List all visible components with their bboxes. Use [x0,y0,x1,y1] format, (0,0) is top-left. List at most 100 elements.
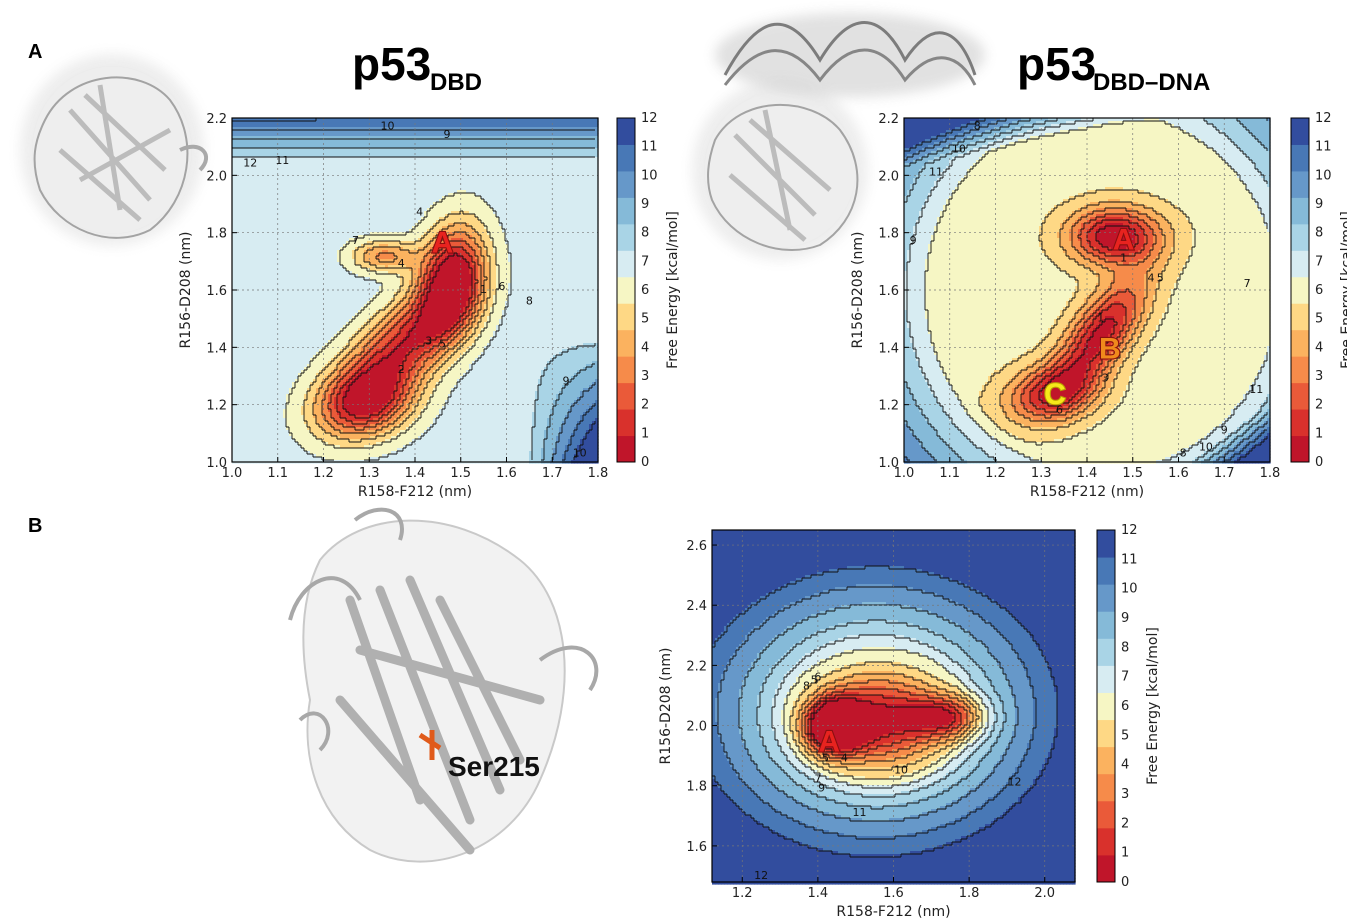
protein-structure-ser215: Ser215 [288,507,599,863]
contour-label: 5 [439,337,446,350]
state-label: C [1044,378,1066,411]
contour-label: 7 [814,773,821,786]
y-tick-label: 1.8 [878,227,899,242]
chart2-title-sub: DBD–DNA [1093,69,1210,96]
contour-lines [232,118,596,461]
contour-lines [904,118,1268,461]
colorbar-segment [1291,223,1309,251]
panel-label-b: B [28,515,42,537]
contour-label: 9 [818,782,825,795]
energy-surface [904,118,1271,464]
colorbar-segment [1291,409,1309,437]
colorbar-tick: 4 [1121,758,1129,773]
colorbar-tick: 2 [1315,398,1323,413]
colorbar-segment [1291,250,1309,278]
contour-label: 12 [754,869,768,882]
y-tick-label: 1.4 [206,341,227,356]
colorbar-tick: 9 [1121,611,1129,626]
contour-label: 5 [811,673,818,686]
colorbar-tick: 1 [1121,846,1129,861]
colorbar-segment [1097,584,1115,612]
y-tick-label: 1.2 [206,399,227,414]
y-tick-label: 2.6 [686,539,707,554]
colorbar-segment [617,223,635,251]
x-tick-label: 1.0 [222,466,243,481]
contour-label: 7 [1244,277,1251,290]
y-tick-label: 2.4 [686,599,707,614]
colorbar-tick: 8 [1121,640,1129,655]
x-tick-label: 1.4 [808,886,829,901]
x-tick-label: 1.8 [588,466,609,481]
colorbar-segment [1097,719,1115,748]
colorbar-tick: 2 [1121,816,1129,831]
grid-lines [712,530,1075,882]
contour-label: 10 [1199,441,1213,454]
x-tick-label: 1.8 [1260,466,1281,481]
energy-surface [232,118,599,464]
colorbar-segment [1097,854,1115,883]
colorbar-segment [1291,170,1309,198]
contour-label: 12 [1008,776,1022,789]
colorbar-tick: 1 [1315,426,1323,441]
x-tick-label: 1.7 [1214,466,1235,481]
y-tick-label: 1.6 [206,284,227,299]
x-tick-label: 1.4 [1077,466,1098,481]
colorbar-tick: 4 [641,340,649,355]
colorbar-tick: 11 [1121,552,1138,567]
contour-label: 9 [910,234,917,247]
ser215-label: Ser215 [448,751,540,782]
colorbar-tick: 9 [1315,197,1323,212]
colorbar-segment [617,144,635,172]
protein-thumbnail-dbd [20,54,208,246]
x-tick-label: 1.7 [542,466,563,481]
colorbar-segment [617,118,635,145]
contour-label: 10 [894,764,908,777]
contour-label: 3 [1102,372,1109,385]
contour-label: 3 [425,334,432,347]
x-tick-label: 1.6 [496,466,517,481]
y-tick-label: 1.2 [878,399,899,414]
contour-label: 4 [416,205,423,218]
contour-label: 10 [952,142,966,155]
contour-label: 11 [1249,383,1263,396]
colorbar-tick: 5 [1315,312,1323,327]
y-tick-label: 1.6 [686,840,707,855]
x-tick-label: 1.3 [359,466,380,481]
colorbar-tick: 0 [641,455,649,470]
colorbar-tick: 7 [641,254,649,269]
colorbar-tick: 8 [1315,226,1323,241]
contour-label: 7 [352,234,359,247]
panel-label-a: A [28,41,42,63]
ser215-sidechain-icon [418,730,442,760]
contour-label: 9 [444,128,451,141]
state-label: A [432,226,454,259]
x-tick-label: 1.2 [313,466,334,481]
colorbar-label: Free Energy [kcal/mol] [1145,627,1161,785]
chart2-title: p53 DBD–DNA [1017,38,1210,96]
colorbar-tick: 0 [1315,455,1323,470]
y-tick-label: 2.2 [686,659,707,674]
colorbar-segment [1291,276,1309,304]
y-axis-label: R156-D208 (nm) [850,232,866,349]
contour-label: 2 [398,363,405,376]
colorbar-segment [1291,197,1309,225]
x-tick-label: 1.1 [939,466,960,481]
colorbar-segment [1097,638,1115,666]
colorbar-segment [1097,746,1115,775]
contour-label: 4 [398,257,405,270]
y-tick-label: 2.0 [878,169,899,184]
y-tick-label: 2.0 [206,169,227,184]
colorbar-tick: 5 [1121,728,1129,743]
state-label: A [818,726,840,759]
colorbar-tick: 3 [1121,787,1129,802]
contour-label: 1 [1120,251,1127,264]
x-tick-label: 1.6 [883,886,904,901]
colorbar-segment [1097,611,1115,639]
colorbar-segment [1097,530,1115,558]
colorbar-segment [1291,144,1309,172]
x-tick-label: 1.6 [1168,466,1189,481]
colorbar-tick: 10 [641,168,658,183]
contour-label: 11 [275,154,289,167]
